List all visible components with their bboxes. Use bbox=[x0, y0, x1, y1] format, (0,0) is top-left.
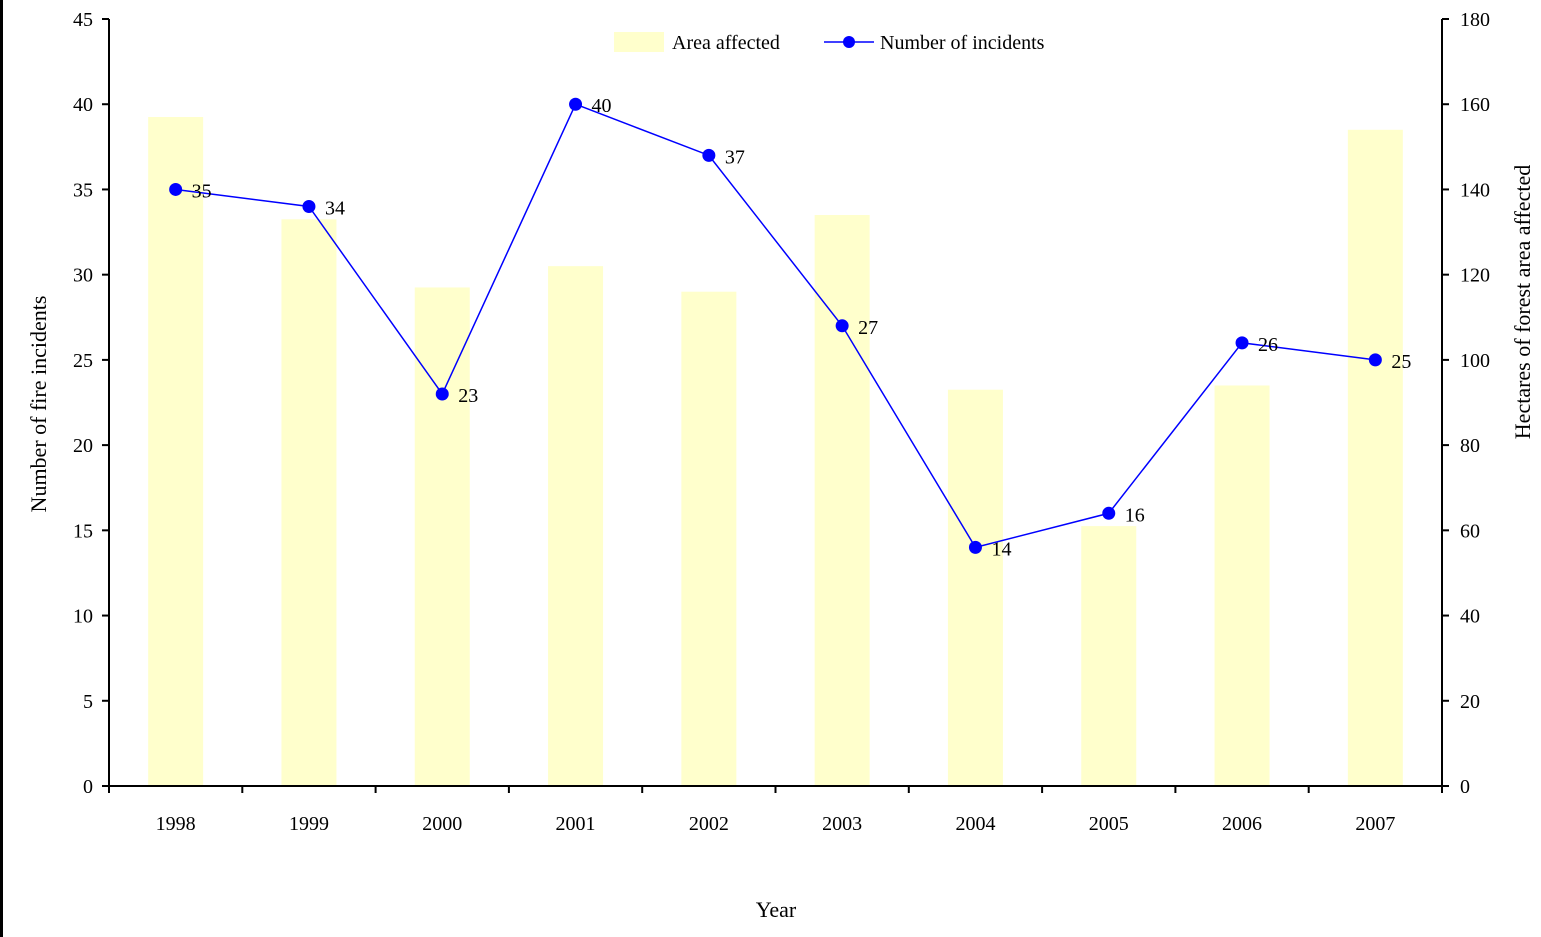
point-number-of-incidents-2003 bbox=[835, 319, 849, 333]
point-number-of-incidents-1998 bbox=[169, 182, 183, 196]
point-number-of-incidents-2001 bbox=[569, 97, 583, 111]
x-tick-label-2004: 2004 bbox=[955, 813, 995, 835]
line-number-of-incidents bbox=[175, 103, 1376, 549]
bar-area-affected-2005 bbox=[1081, 526, 1137, 786]
y-left-tick-label-40: 40 bbox=[73, 94, 93, 116]
data-label-number-of-incidents-2004: 14 bbox=[991, 538, 1011, 560]
data-label-number-of-incidents-2003: 27 bbox=[858, 317, 878, 339]
bar-series-area-affected bbox=[148, 117, 1403, 787]
y-left-tick-label-35: 35 bbox=[73, 179, 93, 201]
x-tick-label-1998: 1998 bbox=[156, 813, 196, 835]
y-right-tick-label-60: 60 bbox=[1460, 520, 1480, 542]
point-number-of-incidents-2005 bbox=[1102, 506, 1116, 520]
point-number-of-incidents-2004 bbox=[968, 540, 982, 554]
point-number-of-incidents-2007 bbox=[1368, 353, 1382, 367]
data-label-number-of-incidents-1998: 35 bbox=[192, 180, 212, 202]
point-number-of-incidents-2002 bbox=[702, 148, 716, 162]
data-label-number-of-incidents-2000: 23 bbox=[458, 385, 478, 407]
y-axis-left-title: Number of fire incidents bbox=[26, 296, 51, 513]
y-right-tick-label-120: 120 bbox=[1460, 265, 1490, 287]
legend-marker-number-of-incidents bbox=[843, 36, 855, 48]
y-right-tick-label-100: 100 bbox=[1460, 350, 1490, 372]
y-left-tick-label-25: 25 bbox=[73, 350, 93, 372]
x-tick-label-2001: 2001 bbox=[556, 813, 596, 835]
y-right-tick-label-140: 140 bbox=[1460, 179, 1490, 201]
x-tick-label-1999: 1999 bbox=[289, 813, 329, 835]
legend: Area affected Number of incidents bbox=[614, 32, 1045, 54]
y-left-tick-label-15: 15 bbox=[73, 520, 93, 542]
bar-area-affected-1999 bbox=[281, 219, 337, 786]
bar-area-affected-2000 bbox=[414, 287, 470, 786]
y-axis-right-title: Hectares of forest area affected bbox=[1510, 165, 1535, 439]
y-left-tick-label-30: 30 bbox=[73, 265, 93, 287]
data-label-number-of-incidents-1999: 34 bbox=[325, 197, 345, 219]
x-tick-label-2006: 2006 bbox=[1222, 813, 1262, 835]
x-tick-label-2005: 2005 bbox=[1089, 813, 1129, 835]
data-label-number-of-incidents-2002: 37 bbox=[725, 146, 745, 168]
x-tick-label-2003: 2003 bbox=[822, 813, 862, 835]
data-labels: 35 34 23 40 37 27 14 16 26 25 bbox=[192, 95, 1412, 560]
point-number-of-incidents-1999 bbox=[302, 199, 316, 213]
point-number-of-incidents-2006 bbox=[1235, 336, 1249, 350]
legend-label-number-of-incidents: Number of incidents bbox=[880, 32, 1045, 54]
bar-area-affected-2003 bbox=[814, 215, 870, 786]
bar-area-affected-2001 bbox=[548, 266, 604, 787]
bar-area-affected-2002 bbox=[681, 291, 737, 786]
bar-area-affected-2004 bbox=[947, 389, 1003, 786]
data-label-number-of-incidents-2005: 16 bbox=[1125, 504, 1145, 526]
y-left-tick-label-10: 10 bbox=[73, 606, 93, 628]
y-right-tick-label-20: 20 bbox=[1460, 691, 1480, 713]
data-label-number-of-incidents-2001: 40 bbox=[592, 95, 612, 117]
data-label-number-of-incidents-2007: 25 bbox=[1391, 351, 1411, 373]
bar-area-affected-2006 bbox=[1214, 385, 1270, 786]
y-left-tick-label-20: 20 bbox=[73, 435, 93, 457]
bar-area-affected-2007 bbox=[1347, 129, 1403, 787]
y-left-tick-label-45: 45 bbox=[73, 9, 93, 31]
x-tick-label-2000: 2000 bbox=[422, 813, 462, 835]
data-label-number-of-incidents-2006: 26 bbox=[1258, 334, 1278, 356]
point-number-of-incidents-2000 bbox=[435, 387, 449, 401]
y-left-tick-label-0: 0 bbox=[83, 776, 93, 798]
axes: 0 5 10 15 20 25 30 35 40 45 0 20 40 60 80 100 120 140 160 1… bbox=[73, 9, 1490, 835]
line-series-number-of-incidents bbox=[169, 97, 1382, 554]
bar-area-affected-1998 bbox=[148, 117, 204, 786]
y-right-tick-label-160: 160 bbox=[1460, 94, 1490, 116]
legend-swatch-area-affected bbox=[614, 32, 664, 52]
y-right-tick-label-80: 80 bbox=[1460, 435, 1480, 457]
y-right-tick-label-0: 0 bbox=[1460, 776, 1470, 798]
x-tick-label-2002: 2002 bbox=[689, 813, 729, 835]
x-axis-title: Year bbox=[756, 897, 797, 922]
legend-label-area-affected: Area affected bbox=[672, 32, 780, 54]
x-tick-label-2007: 2007 bbox=[1355, 813, 1395, 835]
y-right-tick-label-180: 180 bbox=[1460, 9, 1490, 31]
y-right-tick-label-40: 40 bbox=[1460, 606, 1480, 628]
y-left-tick-label-5: 5 bbox=[83, 691, 93, 713]
